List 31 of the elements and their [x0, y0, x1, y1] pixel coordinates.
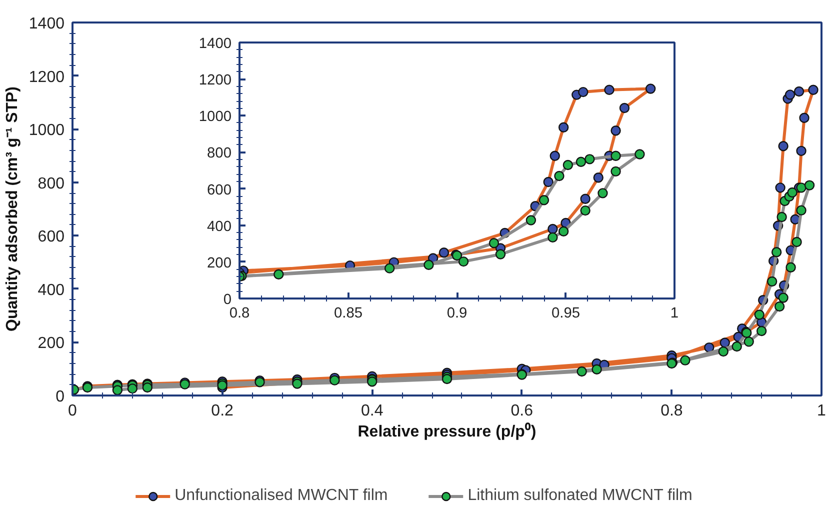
- y-tick-label: 400: [207, 218, 232, 235]
- y-tick-label: 1200: [198, 72, 232, 89]
- y-tick-label: 0: [56, 388, 65, 406]
- y-tick-label: 1000: [28, 122, 65, 140]
- y-tick-label: 200: [207, 255, 232, 272]
- x-axis-title: Relative pressure (p/p⁰): [358, 422, 536, 440]
- y-tick-label: 600: [38, 228, 65, 246]
- y-tick-label: 0: [223, 292, 232, 308]
- y-tick-label: 200: [38, 335, 65, 352]
- legend-label: Unfunctionalised MWCNT film: [174, 487, 388, 505]
- x-tick-label: 0.8: [660, 402, 683, 420]
- x-tick-label: 0: [68, 402, 78, 420]
- y-axis-title: Quantity adsorbed (cm³ g⁻¹ STP): [4, 86, 21, 332]
- y-tick-label: 1000: [198, 109, 232, 126]
- x-tick-label: 0.4: [360, 402, 384, 420]
- x-tick-label: 0.6: [510, 402, 534, 420]
- legend-label: Lithium sulfonated MWCNT film: [468, 487, 692, 505]
- x-tick-label: 0.95: [551, 306, 580, 322]
- x-tick-label: 0.8: [229, 306, 250, 322]
- y-tick-label: 1200: [28, 68, 65, 86]
- y-tick-label: 400: [38, 282, 65, 299]
- y-tick-label: 800: [207, 146, 232, 162]
- y-tick-label: 1400: [198, 36, 232, 52]
- y-tick-label: 600: [207, 182, 232, 198]
- x-tick-label: 1: [670, 306, 679, 322]
- x-tick-label: 0.2: [211, 402, 234, 420]
- y-tick-label: 800: [38, 175, 65, 192]
- x-tick-label: 0.85: [334, 306, 363, 322]
- x-tick-label: 0.9: [446, 306, 468, 322]
- x-tick-label: 1: [817, 402, 826, 420]
- y-tick-label: 1400: [28, 16, 65, 32]
